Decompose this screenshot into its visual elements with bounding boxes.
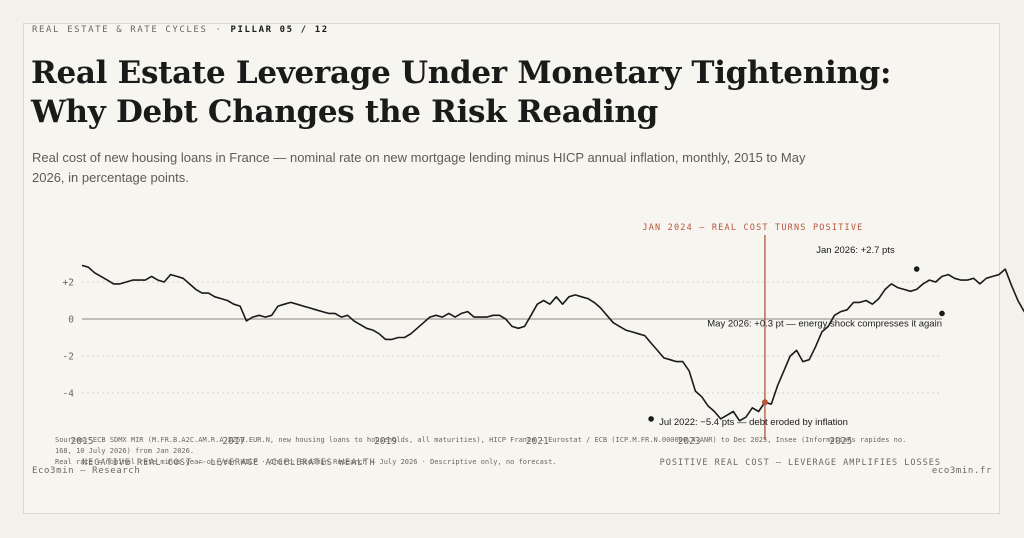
y-tick-label: -2 — [63, 352, 74, 363]
separator: · — [215, 25, 223, 35]
pillar-label: PILLAR 05 / 12 — [230, 25, 329, 35]
annotation-label: May 2026: +0.3 pt — energy shock compres… — [707, 318, 942, 329]
x-tick-label: 2021 — [526, 436, 549, 447]
footer-link[interactable]: eco3min.fr — [931, 466, 992, 476]
x-tick-label: 2017 — [222, 436, 245, 447]
y-axis: +2 0 -2 -4 — [63, 278, 75, 400]
source-line: Sources: ECB SDMX MIR (M.FR.B.A2C.AM.R.A… — [55, 436, 906, 444]
annotation-label: Jul 2022: −5.4 pts — debt eroded by infl… — [659, 417, 848, 428]
annotation-point — [913, 266, 920, 272]
annotation-label: Jan 2026: +2.7 pts — [816, 245, 895, 256]
x-tick-label: 2019 — [374, 436, 397, 447]
annotation-point — [939, 310, 945, 317]
zone-label-left: NEGATIVE REAL COST — LEVERAGE ACCELERATE… — [82, 458, 376, 468]
marker-label: JAN 2024 — REAL COST TURNS POSITIVE — [642, 223, 863, 233]
y-tick-label: 0 — [68, 315, 74, 326]
marker-group: JAN 2024 — REAL COST TURNS POSITIVE — [642, 223, 863, 440]
card — [23, 23, 1000, 514]
section-label: REAL ESTATE & RATE CYCLES — [32, 25, 208, 35]
annotation-point — [648, 416, 654, 422]
footer-brand: Eco3min — Research — [32, 466, 141, 476]
annotations: Jan 2026: +2.7 pts May 2026: +0.3 pt — en… — [659, 245, 942, 428]
x-axis: 2015 2017 2019 2021 2023 2025 — [71, 436, 853, 447]
series-line — [81, 264, 1024, 422]
header-kicker: REAL ESTATE & RATE CYCLES · PILLAR 05 / 12 — [32, 25, 329, 35]
source-note: Sources: ECB SDMX MIR (M.FR.B.A2C.AM.R.A… — [55, 436, 906, 466]
chart-grid — [82, 281, 942, 394]
source-line: 168, 10 July 2026) from Jan 2026. — [55, 447, 194, 455]
y-tick-label: +2 — [63, 278, 74, 289]
zone-labels: NEGATIVE REAL COST — LEVERAGE ACCELERATE… — [82, 458, 941, 468]
annotation-points — [648, 266, 945, 422]
y-tick-label: -4 — [63, 389, 75, 400]
x-tick-label: 2025 — [829, 436, 852, 447]
marker-point — [761, 399, 768, 406]
source-line: Real rate = nominal rate minus year-on-y… — [55, 458, 557, 466]
page-title: Real Estate Leverage Under Monetary Tigh… — [31, 55, 892, 130]
zone-label-right: POSITIVE REAL COST — LEVERAGE AMPLIFIES … — [660, 458, 941, 468]
page-subtitle: Real cost of new housing loans in France… — [32, 150, 806, 185]
x-tick-label: 2015 — [71, 436, 94, 447]
x-tick-label: 2023 — [678, 436, 701, 447]
